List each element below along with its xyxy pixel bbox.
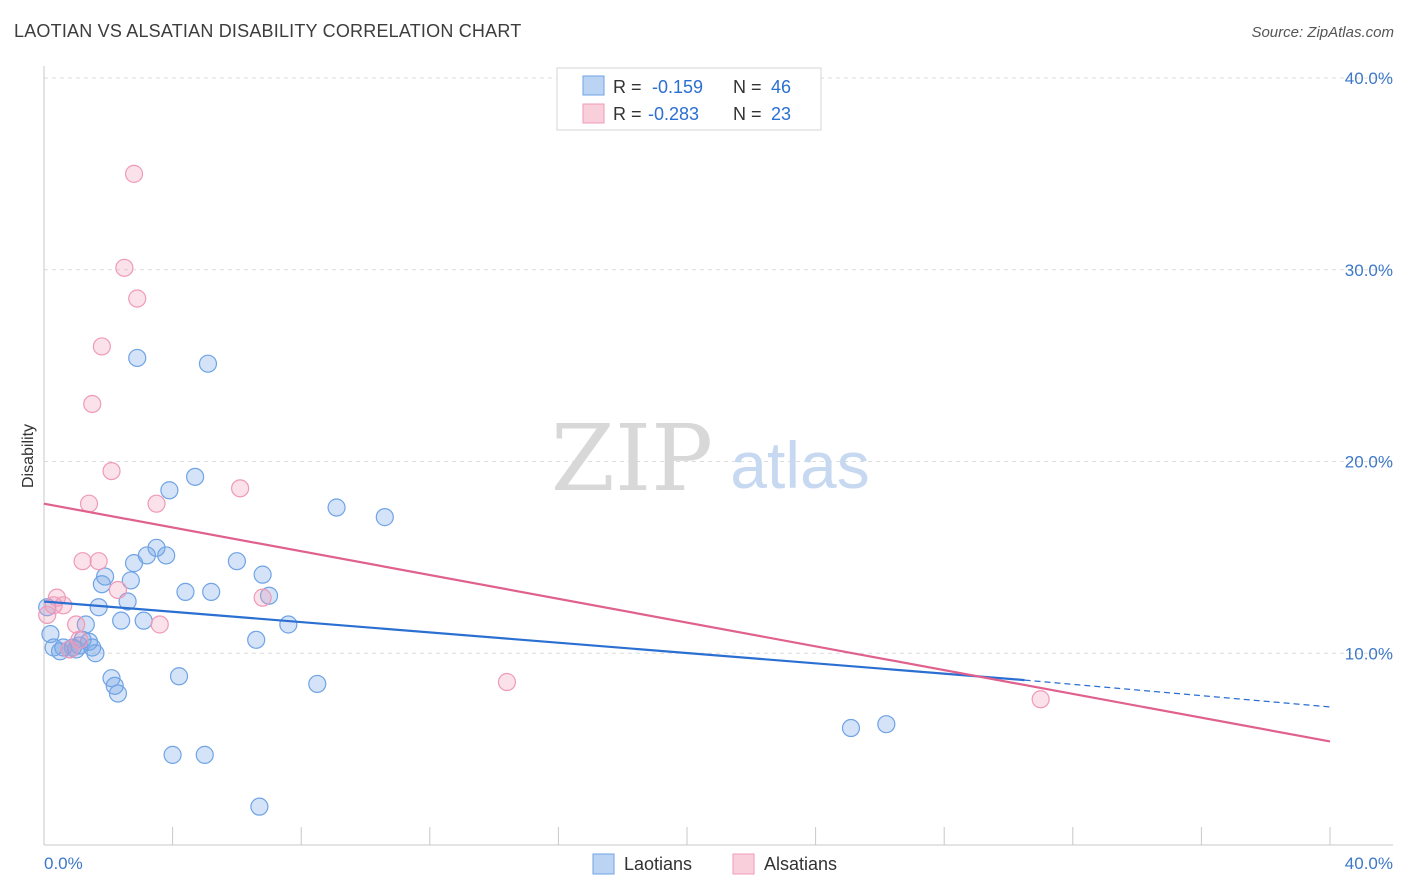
- point-laotians: [327, 498, 346, 517]
- point-alsatians: [89, 552, 108, 571]
- chart-title: LAOTIAN VS ALSATIAN DISABILITY CORRELATI…: [14, 21, 522, 41]
- watermark: ZIP atlas: [551, 405, 870, 512]
- point-laotians: [198, 354, 218, 373]
- stats-legend: R = -0.159 N = 46 R = -0.283 N = 23: [556, 67, 822, 131]
- point-laotians: [250, 797, 269, 816]
- x-tick-label-min: 0.0%: [44, 854, 83, 873]
- point-alsatians: [231, 479, 250, 498]
- legend-swatch-alsatians: [732, 853, 755, 875]
- point-alsatians: [253, 588, 272, 607]
- grid-lines: [44, 77, 1393, 654]
- legend-swatch-laotians: [592, 853, 615, 875]
- point-laotians: [108, 684, 128, 703]
- stats-r-value-alsatians: -0.283: [648, 104, 699, 124]
- point-laotians: [877, 715, 896, 734]
- point-laotians: [186, 467, 205, 486]
- point-alsatians: [67, 615, 86, 634]
- x-ticks: [172, 827, 1331, 845]
- trend-line-alsatians: [43, 502, 1331, 743]
- point-alsatians: [92, 337, 111, 356]
- watermark-atlas: atlas: [730, 428, 869, 502]
- point-laotians: [76, 615, 95, 634]
- watermark-zip: ZIP: [551, 405, 713, 512]
- point-laotians: [160, 481, 179, 500]
- point-alsatians: [73, 552, 92, 571]
- point-laotians: [308, 674, 327, 694]
- series-alsatians-points: [38, 164, 1050, 709]
- point-alsatians: [38, 605, 57, 625]
- point-alsatians: [150, 615, 169, 634]
- legend-label-laotians: Laotians: [624, 854, 692, 874]
- y-tick-label: 20.0%: [1345, 453, 1393, 472]
- point-laotians: [157, 546, 176, 565]
- trend-line-extension-laotians: [1024, 679, 1331, 708]
- x-tick-label-max: 40.0%: [1345, 854, 1393, 873]
- point-laotians: [841, 718, 861, 738]
- point-alsatians: [115, 258, 134, 277]
- trend-lines: [43, 502, 1331, 743]
- stats-n-label-alsatians: N =: [733, 104, 762, 124]
- point-alsatians: [54, 596, 73, 615]
- point-laotians: [128, 348, 147, 368]
- point-alsatians: [128, 289, 147, 308]
- stats-r-value-laotians: -0.159: [652, 77, 703, 97]
- y-axis-label: Disability: [20, 424, 37, 488]
- point-laotians: [195, 745, 214, 764]
- point-laotians: [134, 611, 153, 630]
- point-laotians: [247, 630, 266, 649]
- point-alsatians: [70, 630, 89, 649]
- point-laotians: [253, 565, 272, 584]
- stats-r-label-alsatians: R =: [613, 104, 642, 124]
- point-laotians: [169, 667, 189, 686]
- point-alsatians: [1031, 690, 1050, 709]
- point-laotians: [121, 571, 140, 590]
- point-laotians: [259, 586, 279, 605]
- point-alsatians: [102, 461, 121, 481]
- stats-n-value-alsatians: 23: [771, 104, 791, 124]
- point-laotians: [202, 582, 221, 601]
- point-alsatians: [147, 494, 166, 513]
- stats-n-value-laotians: 46: [771, 77, 791, 97]
- point-alsatians: [79, 494, 99, 513]
- stats-n-label-laotians: N =: [733, 77, 762, 97]
- legend-label-alsatians: Alsatians: [764, 854, 837, 874]
- point-laotians: [176, 582, 195, 601]
- point-alsatians: [83, 394, 102, 414]
- y-tick-label: 40.0%: [1345, 69, 1393, 88]
- point-laotians: [86, 644, 105, 663]
- bottom-legend: Laotians Alsatians: [592, 853, 837, 875]
- point-laotians: [147, 538, 166, 557]
- source-note: Source: ZipAtlas.com: [1251, 24, 1394, 41]
- y-tick-labels: 10.0% 20.0% 30.0% 40.0%: [1345, 69, 1393, 663]
- point-laotians: [375, 508, 394, 527]
- point-laotians: [112, 611, 131, 630]
- stats-swatch-alsatians: [582, 103, 605, 124]
- point-laotians: [279, 615, 298, 634]
- stats-r-label-laotians: R =: [613, 77, 642, 97]
- point-laotians: [227, 552, 246, 571]
- point-alsatians: [60, 640, 79, 659]
- point-alsatians: [124, 164, 144, 183]
- point-laotians: [41, 624, 60, 644]
- point-alsatians: [108, 580, 128, 600]
- point-laotians: [163, 745, 182, 764]
- trend-line-laotians: [43, 600, 1025, 682]
- series-laotians-points: [38, 348, 896, 816]
- stats-swatch-laotians: [582, 75, 605, 96]
- point-laotians: [137, 546, 156, 565]
- point-laotians: [95, 567, 115, 586]
- point-alsatians: [497, 672, 517, 692]
- y-tick-label: 10.0%: [1345, 644, 1393, 663]
- y-tick-label: 30.0%: [1345, 261, 1393, 280]
